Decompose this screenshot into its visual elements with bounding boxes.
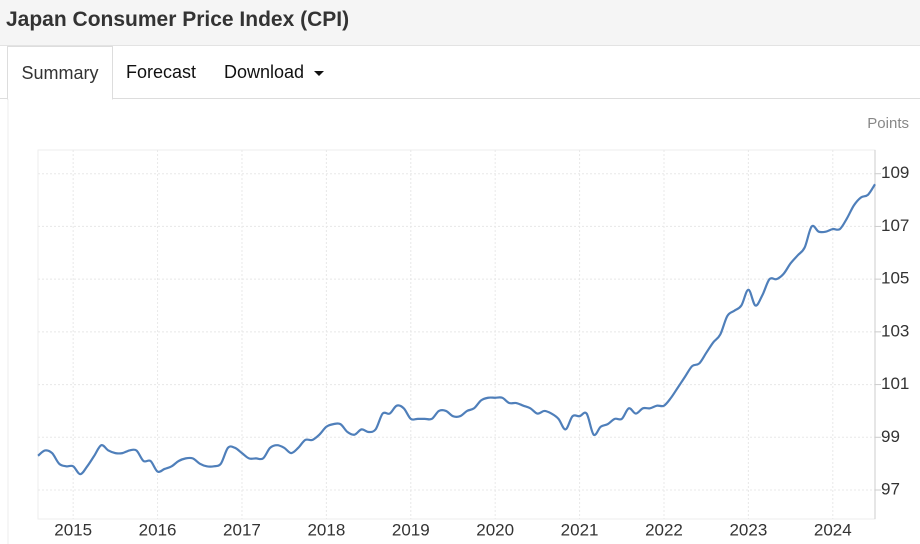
x-tick-label: 2021 [561,520,599,539]
tab-bar: Summary Forecast Download [0,46,920,100]
x-tick-label: 2016 [139,520,177,539]
header: Japan Consumer Price Index (CPI) [0,0,920,46]
y-tick-label: 103 [881,321,909,340]
dropdown-caret[interactable] [314,70,325,76]
tab[interactable]: Forecast [126,46,196,98]
y-tick-label: 97 [881,479,900,498]
tab[interactable]: Summary [7,46,113,100]
unit-label: Points [867,115,909,132]
x-tick-label: 2015 [54,520,92,539]
tab-label[interactable]: Forecast [126,62,197,82]
plot-area [37,149,876,520]
y-tick-label: 105 [881,269,909,288]
y-tick-label: 101 [881,374,909,393]
line-series [37,183,876,476]
tab[interactable]: Download [224,46,325,98]
x-tick-label: 2017 [223,520,261,539]
x-tick-label: 2024 [814,520,852,539]
x-tick-label: 2020 [476,520,514,539]
page-title: Japan Consumer Price Index (CPI) [6,8,350,31]
tab-label[interactable]: Download [224,62,305,82]
tab-label[interactable]: Summary [21,63,99,83]
y-tick-label: 99 [881,427,900,446]
x-tick-label: 2023 [729,520,767,539]
x-tick-label: 2022 [645,520,683,539]
x-tick-label: 2018 [307,520,345,539]
y-tick-label: 109 [881,163,909,182]
x-tick-label: 2019 [392,520,430,539]
y-tick-label: 107 [881,216,909,235]
